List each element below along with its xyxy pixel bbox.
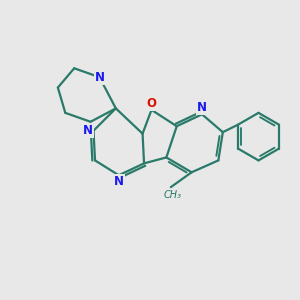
Text: N: N bbox=[114, 175, 124, 188]
Text: N: N bbox=[82, 124, 93, 137]
Text: N: N bbox=[197, 101, 207, 114]
Text: O: O bbox=[146, 97, 157, 110]
Text: CH₃: CH₃ bbox=[163, 190, 181, 200]
Text: N: N bbox=[94, 71, 104, 84]
